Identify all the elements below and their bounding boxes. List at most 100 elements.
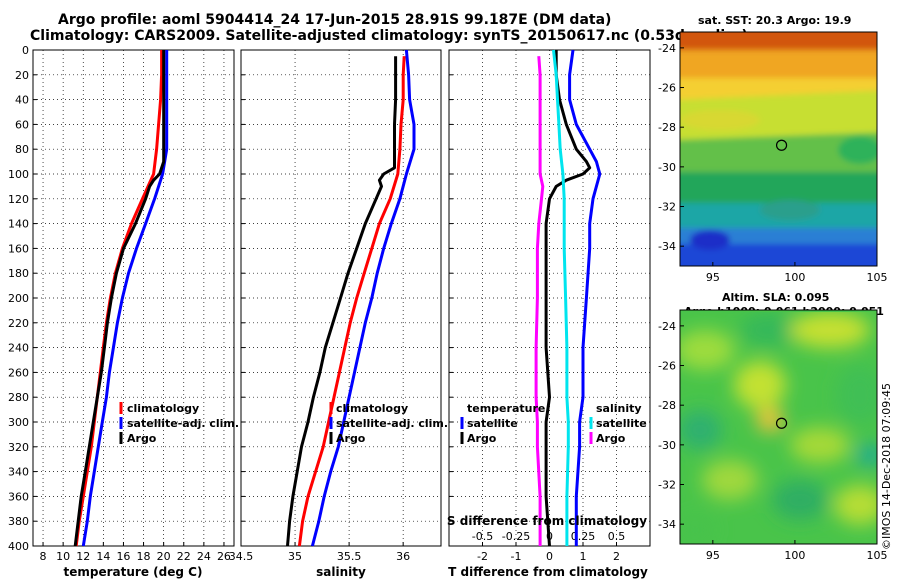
lat-tick-label: -24: [658, 320, 676, 333]
sla-map-axes: -24 -26 -28 -30 -32 -34 95 100 105: [658, 320, 887, 562]
x-tick-label: 35.5: [337, 550, 362, 563]
imos-timestamp: ©IMOS 14-Dec-2018 07:09:45: [880, 383, 893, 550]
axis-ticks: 0204060801001201401601802002202402602803…: [8, 44, 625, 563]
depth-tick-label: 240: [8, 342, 29, 355]
x-tick-label: 16: [116, 550, 130, 563]
depth-tick-label: 140: [8, 218, 29, 231]
depth-tick-label: 300: [8, 416, 29, 429]
x-tick-label: 10: [56, 550, 70, 563]
depth-tick-label: 320: [8, 441, 29, 454]
legend-label-s-argo: Argo: [596, 432, 626, 445]
legend-label-t-satellite: satellite: [467, 417, 518, 430]
depth-tick-label: 60: [15, 118, 29, 131]
legend-label-satellite: satellite-adj. clim.: [336, 417, 448, 430]
series-line-satellite-adj-clim-: [81, 50, 169, 547]
series-line-satellite-adj-clim-: [310, 49, 416, 547]
profile-lines: [73, 49, 602, 547]
x-tick-label: 26: [217, 550, 231, 563]
s-diff-tick-label: 0.5: [608, 530, 626, 543]
salinity-axis-label: salinity: [316, 565, 366, 579]
depth-tick-label: 360: [8, 490, 29, 503]
x-tick-label: 8: [40, 550, 47, 563]
s-diff-tick-label: 0.25: [571, 530, 596, 543]
climatology-title: Climatology: CARS2009. Satellite-adjuste…: [30, 28, 748, 44]
depth-tick-label: 120: [8, 193, 29, 206]
x-tick-label: 12: [76, 550, 90, 563]
sla-map-frame: [679, 309, 878, 545]
series-line-argo: [73, 50, 166, 547]
temperature-legend: climatology satellite-adj. clim. Argo: [119, 402, 239, 445]
lat-tick-label: -24: [658, 42, 676, 55]
depth-tick-label: 100: [8, 168, 29, 181]
sst-map: [680, 32, 877, 266]
series-line-salinity-argo: [534, 56, 545, 546]
lon-tick-label: 105: [867, 271, 888, 284]
lat-tick-label: -28: [658, 121, 676, 134]
sst-map-axes: -24 -26 -28 -30 -32 -34 95 100 105: [658, 42, 887, 284]
depth-tick-label: 400: [8, 540, 29, 553]
depth-tick-label: 20: [15, 69, 29, 82]
series-line-salinity-satellite: [552, 49, 570, 546]
depth-tick-label: 280: [8, 391, 29, 404]
x-tick-label: 24: [197, 550, 211, 563]
x-tick-label: 2: [613, 550, 620, 563]
sst-map-frame: [679, 31, 878, 267]
depth-tick-label: 0: [22, 44, 29, 57]
x-tick-label: 20: [157, 550, 171, 563]
lon-tick-label: 95: [706, 549, 720, 562]
legend-label-climatology: climatology: [127, 402, 199, 415]
s-diff-tick-label: -0.25: [502, 530, 530, 543]
s-diff-tick-label: -0.5: [472, 530, 493, 543]
series-line-argo: [286, 56, 398, 547]
legend-title-salinity: salinity: [596, 402, 642, 415]
argo-position-marker: [775, 139, 788, 151]
grid-lines: [33, 50, 650, 546]
difference-legend: temperature satellite Argo salinity sate…: [460, 402, 647, 445]
sst-map-title: sat. SST: 20.3 Argo: 19.9: [698, 14, 852, 27]
x-tick-label: -2: [477, 550, 488, 563]
depth-tick-label: 40: [15, 94, 29, 107]
legend-title-temperature: temperature: [467, 402, 545, 415]
profile-title: Argo profile: aoml 5904414_24 17-Jun-201…: [58, 12, 612, 28]
legend-label-satellite: satellite-adj. clim.: [127, 417, 239, 430]
x-tick-label: -1: [511, 550, 522, 563]
lon-tick-label: 100: [784, 549, 805, 562]
x-tick-label: 1: [580, 550, 587, 563]
depth-tick-label: 80: [15, 143, 29, 156]
salinity-legend: climatology satellite-adj. clim. Argo: [329, 402, 448, 445]
temperature-axis-label: temperature (deg C): [64, 565, 203, 579]
x-tick-label: 14: [96, 550, 110, 563]
depth-tick-label: 180: [8, 267, 29, 280]
lat-tick-label: -32: [658, 201, 676, 214]
lat-tick-label: -34: [658, 240, 676, 253]
lat-tick-label: -34: [658, 518, 676, 531]
depth-tick-label: 200: [8, 292, 29, 305]
legend-label-s-satellite: satellite: [596, 417, 647, 430]
x-tick-label: 22: [177, 550, 191, 563]
lon-tick-label: 95: [706, 271, 720, 284]
s-difference-axis-label: S difference from climatology: [447, 514, 647, 528]
legend-label-argo: Argo: [127, 432, 157, 445]
sla-map-title-1: Altim. SLA: 0.095: [722, 291, 830, 304]
lat-tick-label: -30: [658, 161, 676, 174]
lon-tick-label: 100: [784, 271, 805, 284]
x-tick-label: 0: [546, 550, 553, 563]
lat-tick-label: -26: [658, 360, 676, 373]
x-tick-label: 35: [288, 550, 302, 563]
series-line-temperature-satellite: [568, 49, 602, 546]
lat-tick-label: -32: [658, 479, 676, 492]
legend-label-t-argo: Argo: [467, 432, 497, 445]
x-tick-label: 34.5: [229, 550, 254, 563]
lat-tick-label: -30: [658, 439, 676, 452]
series-line-temperature-argo: [544, 50, 592, 547]
lon-tick-label: 105: [867, 549, 888, 562]
x-tick-label: 18: [137, 550, 151, 563]
depth-tick-label: 260: [8, 366, 29, 379]
legend-label-climatology: climatology: [336, 402, 408, 415]
x-tick-label: 36: [396, 550, 410, 563]
sla-map: [680, 310, 877, 544]
argo-position-marker: [775, 417, 788, 429]
depth-tick-label: 380: [8, 515, 29, 528]
legend-label-argo: Argo: [336, 432, 366, 445]
